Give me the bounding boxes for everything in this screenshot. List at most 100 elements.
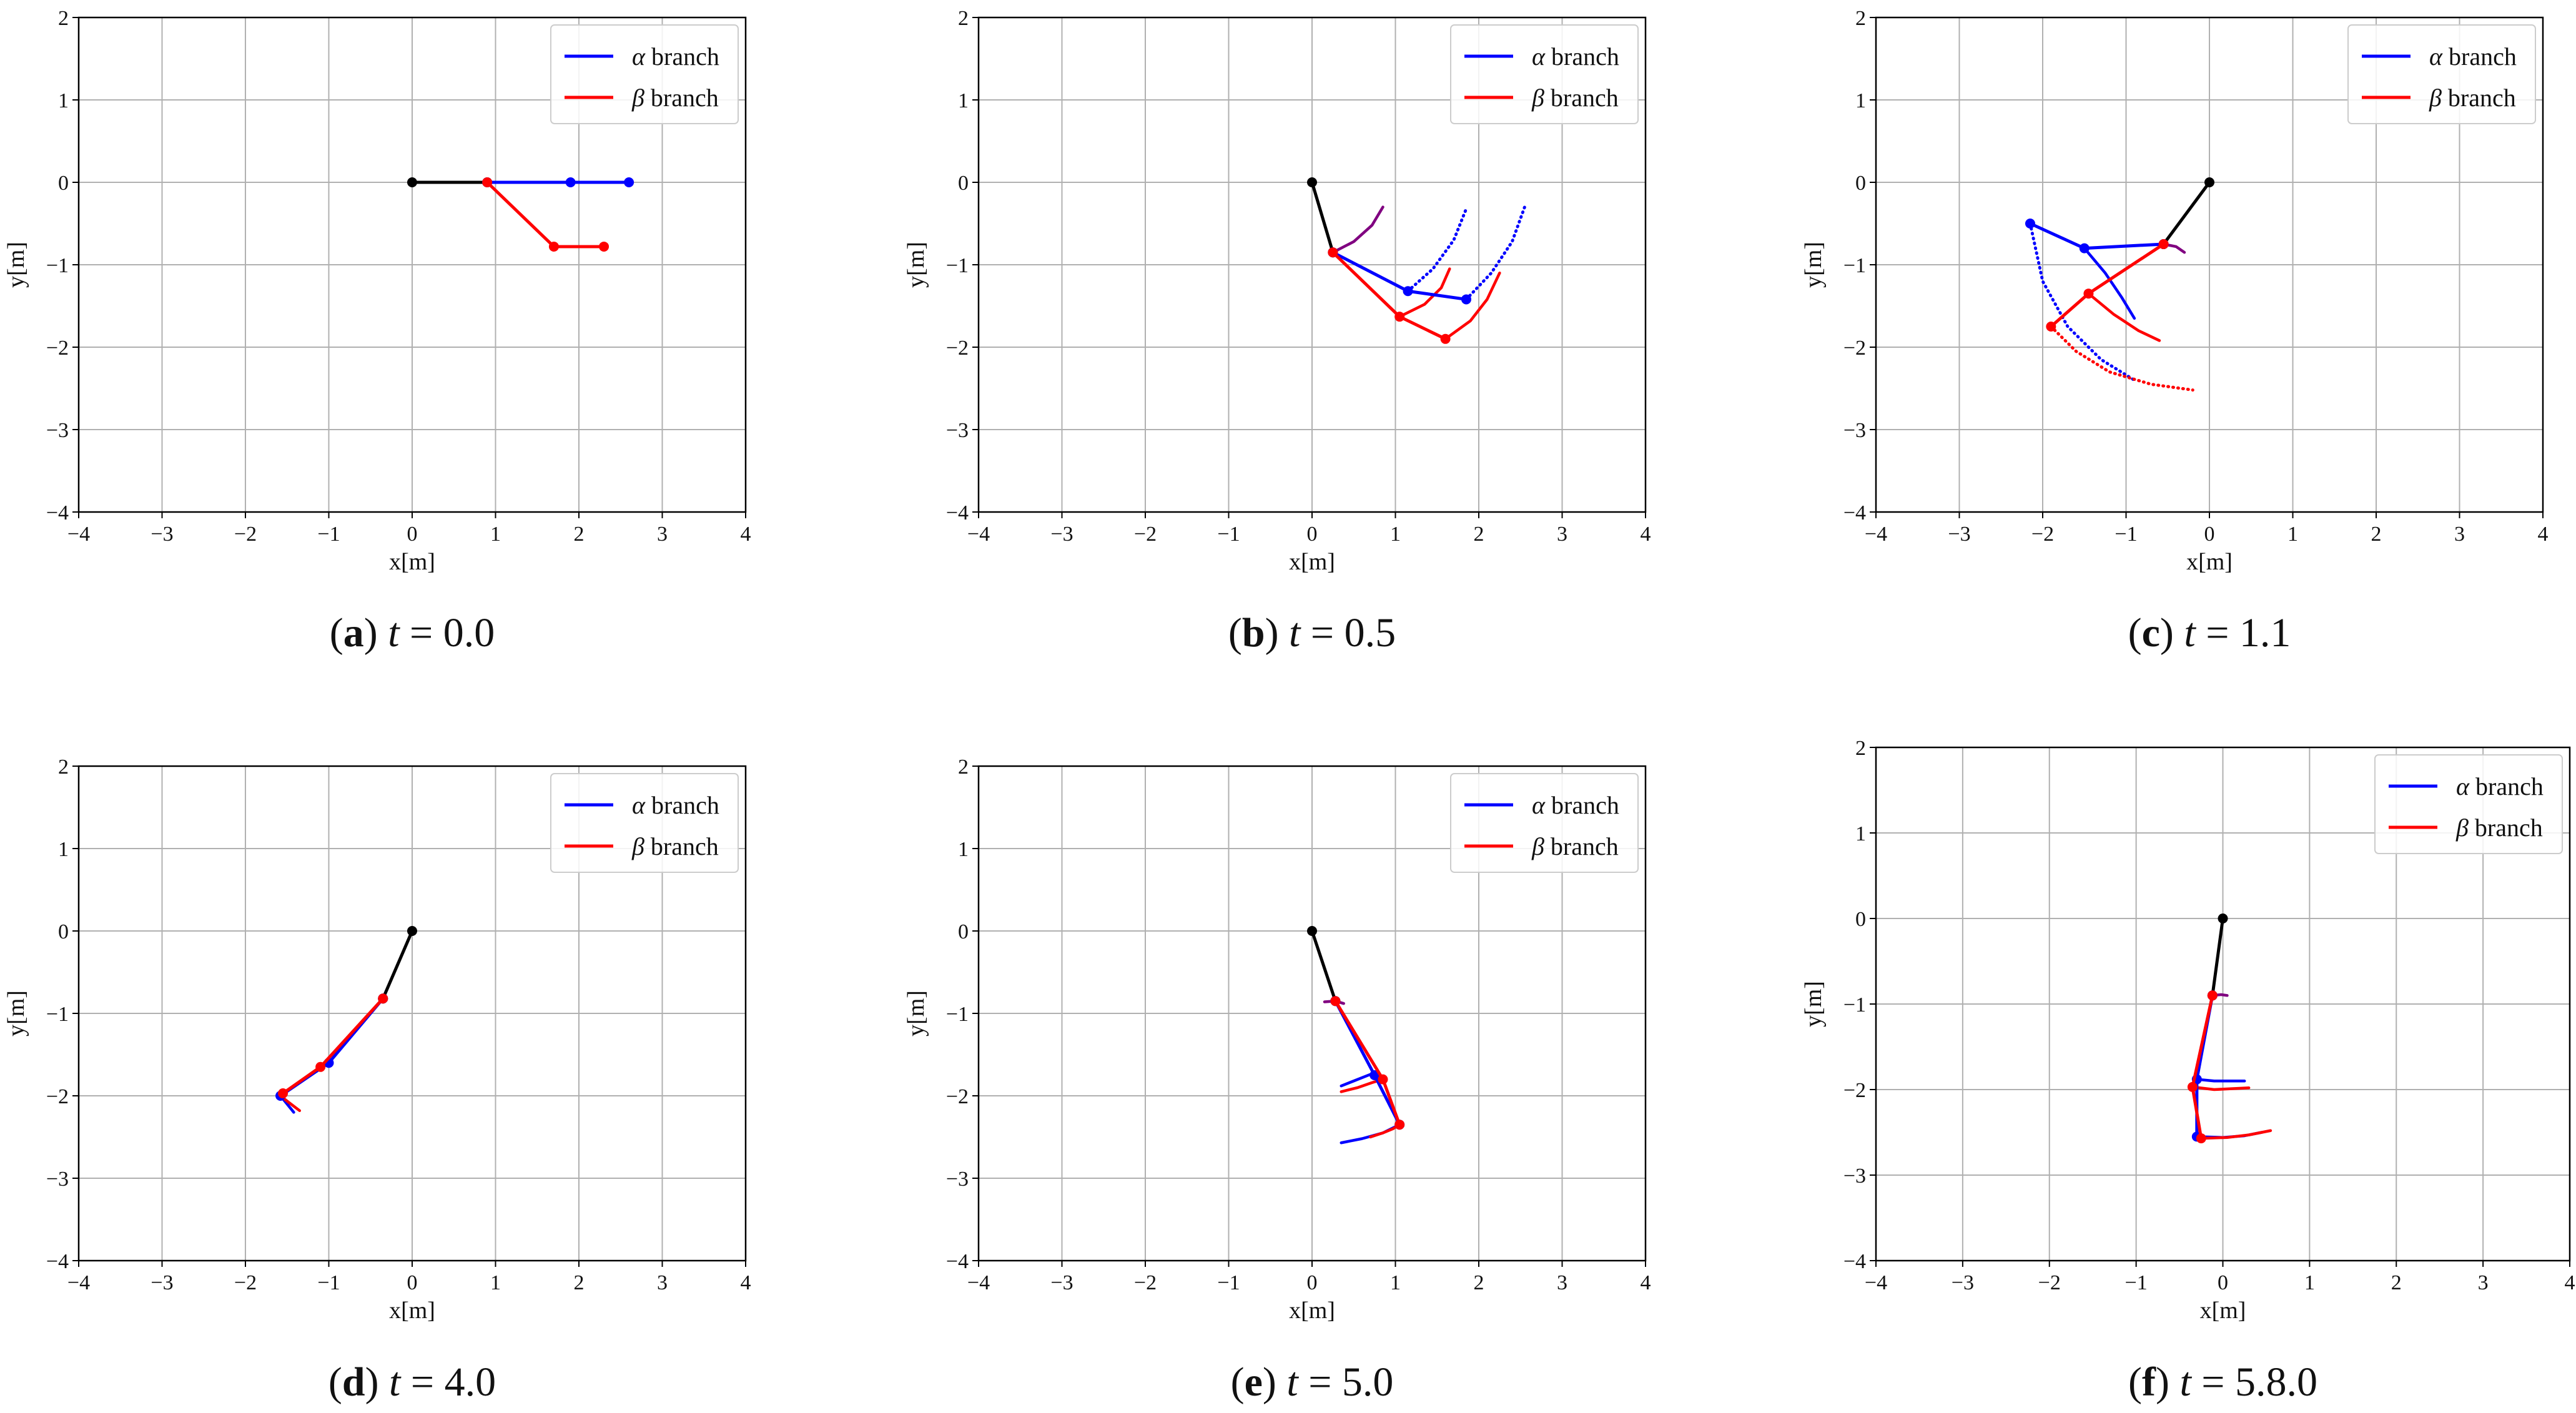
x-tick-label: 4	[1641, 1271, 1651, 1294]
y-tick-label: 1	[1855, 89, 1866, 112]
series-line-beta-links	[485, 180, 606, 249]
x-tick-label: −1	[1217, 523, 1240, 546]
y-tick-label: −4	[946, 501, 969, 524]
legend-label-beta: β branch	[631, 832, 719, 860]
x-tick-label: 1	[1390, 523, 1401, 546]
y-tick-label: 1	[958, 89, 969, 112]
series-line-body-trace	[1331, 205, 1384, 254]
y-tick-label: 0	[1855, 908, 1866, 931]
caption: (c) t = 1.1	[2128, 610, 2291, 656]
y-tick-label: −3	[1843, 419, 1866, 442]
y-tick-label: −3	[946, 1168, 969, 1191]
x-tick-label: 3	[2478, 1271, 2489, 1294]
x-tick-label: 4	[2565, 1271, 2575, 1294]
joint-marker	[315, 1061, 326, 1072]
x-tick-label: −4	[67, 523, 90, 546]
x-tick-label: −1	[317, 1271, 340, 1294]
x-tick-label: 3	[1557, 523, 1567, 546]
x-tick-label: −4	[1865, 523, 1887, 546]
x-tick-label: −4	[1865, 1271, 1887, 1294]
x-tick-label: 0	[2218, 1271, 2228, 1294]
legend-text: branch	[1544, 84, 1619, 112]
x-tick-label: 1	[2304, 1271, 2315, 1294]
series-line-beta-trace-2	[1444, 271, 1501, 341]
legend-label-beta: β branch	[1531, 84, 1619, 112]
x-tick-label: 0	[1307, 523, 1318, 546]
legend-label-alpha: α branch	[2429, 42, 2517, 71]
legend-label-alpha: α branch	[632, 791, 719, 819]
axes-frame	[77, 16, 747, 513]
caption-value: = 0.0	[400, 610, 495, 656]
x-tick-label: −3	[1050, 523, 1073, 546]
x-tick-label: 0	[2204, 523, 2215, 546]
joint-marker	[407, 177, 417, 187]
legend-greek: α	[1532, 791, 1546, 819]
series-line-body	[1310, 180, 1335, 254]
caption-variable: t	[1289, 610, 1301, 656]
series-group	[2187, 913, 2273, 1144]
legend-text: branch	[2442, 42, 2517, 71]
legend-greek: α	[1532, 42, 1546, 71]
series-line-body	[2211, 917, 2224, 997]
caption-variable: t	[2184, 610, 2196, 656]
joint-marker	[1307, 177, 1317, 187]
joint-marker	[1307, 926, 1317, 936]
legend-label-alpha: α branch	[632, 42, 719, 71]
y-tick-label: −3	[46, 1168, 69, 1191]
x-axis-label: x[m]	[2186, 549, 2233, 575]
caption: (e) t = 5.0	[1231, 1359, 1394, 1405]
y-tick-label: −2	[946, 337, 969, 360]
y-axis-label: y[m]	[1800, 981, 1827, 1027]
legend-text: branch	[2469, 814, 2543, 842]
x-tick-label: 1	[2287, 523, 2298, 546]
panel-a: −4 −3 −2 −1 0 1 2 3 4 −4 −3 −2 −1 0 1 2 x[m] y[m] α branch…	[3, 7, 751, 656]
x-tick-label: 4	[741, 1271, 751, 1294]
series-line-body	[381, 929, 414, 1000]
x-tick-label: −1	[2115, 523, 2137, 546]
x-tick-label: −3	[151, 1271, 173, 1294]
legend-text: branch	[644, 84, 719, 112]
series-line-alpha-trace-2	[2028, 222, 2136, 382]
series-group	[407, 177, 634, 252]
x-tick-label: 3	[2454, 523, 2465, 546]
series-line-body	[2162, 180, 2211, 246]
caption: (f) t = 5.8.0	[2128, 1359, 2317, 1405]
caption-label: (	[2128, 610, 2142, 656]
joint-marker	[407, 926, 417, 936]
y-tick-label: 2	[1855, 7, 1866, 30]
joint-marker	[1440, 333, 1451, 344]
y-tick-label: 1	[958, 838, 969, 861]
joint-marker	[2158, 239, 2169, 249]
legend-greek: α	[2429, 42, 2443, 71]
y-tick-label: 0	[958, 172, 969, 195]
caption-value: = 1.1	[2196, 610, 2291, 656]
caption-close: )	[2156, 1359, 2179, 1405]
caption-letter: f	[2142, 1359, 2156, 1405]
x-axis-label: x[m]	[389, 1297, 435, 1324]
y-tick-label: −2	[946, 1085, 969, 1108]
legend-greek: β	[631, 832, 644, 860]
x-tick-label: 2	[574, 1271, 585, 1294]
x-tick-label: −3	[1948, 523, 1970, 546]
panel-d: −4 −3 −2 −1 0 1 2 3 4 −4 −3 −2 −1 0 1 2 x[m] y[m] α branch…	[3, 756, 751, 1405]
legend-label-alpha: α branch	[2456, 772, 2544, 800]
joint-marker	[1328, 247, 1338, 258]
joint-marker	[548, 241, 559, 252]
x-axis-label: x[m]	[1289, 549, 1335, 575]
series-group	[2025, 177, 2214, 392]
x-tick-label: 4	[1641, 523, 1651, 546]
series-line-alpha-links	[2028, 222, 2166, 250]
legend-greek: β	[1531, 84, 1544, 112]
y-tick-label: −4	[946, 1250, 969, 1273]
caption-close: )	[365, 1359, 389, 1405]
y-tick-label: 1	[1855, 822, 1866, 845]
y-tick-label: −2	[46, 1085, 69, 1108]
legend-text: branch	[644, 832, 719, 860]
series-line-beta-links	[2049, 242, 2166, 328]
y-axis-label: y[m]	[903, 990, 929, 1036]
x-tick-label: 3	[657, 523, 668, 546]
x-tick-label: 3	[1557, 1271, 1567, 1294]
series-line-alpha-trace-2	[1340, 1123, 1401, 1145]
x-axis-label: x[m]	[389, 549, 435, 575]
